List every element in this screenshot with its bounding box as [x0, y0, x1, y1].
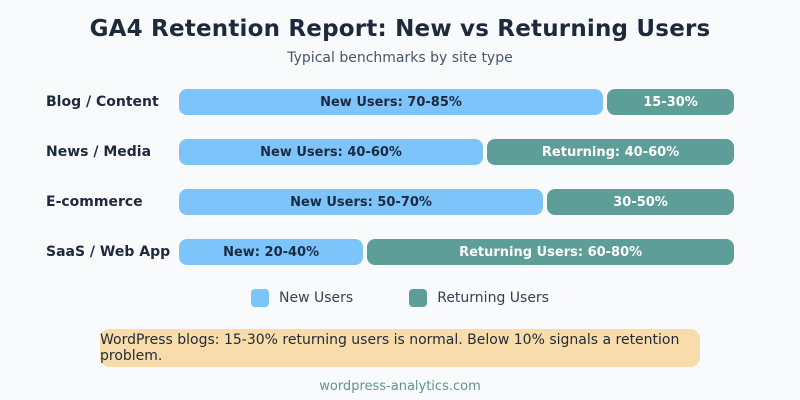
returning-users-swatch-icon — [409, 289, 428, 307]
bar-segment-new-users: New Users: 40-60% — [179, 139, 484, 165]
callout-note: WordPress blogs: 15-30% returning users … — [100, 329, 700, 367]
legend-item-new-users: New Users — [251, 289, 353, 307]
chart-row: E-commerce New Users: 50-70% 30-50% — [46, 189, 734, 215]
bar-segment-returning-users: Returning Users: 60-80% — [367, 239, 734, 265]
callout-note-text: WordPress blogs: 15-30% returning users … — [100, 332, 680, 364]
bar-segment-new-users: New Users: 50-70% — [179, 189, 544, 215]
chart-row: SaaS / Web App New: 20-40% Returning Use… — [46, 239, 734, 265]
chart-row: Blog / Content New Users: 70-85% 15-30% — [46, 89, 734, 115]
legend-item-returning-users: Returning Users — [409, 289, 549, 307]
category-label: Blog / Content — [46, 94, 159, 110]
footer-site-url: wordpress-analytics.com — [319, 379, 481, 394]
legend-label-returning-users: Returning Users — [437, 290, 549, 306]
bar-segment-returning-users: Returning: 40-60% — [487, 139, 734, 165]
chart-row: News / Media New Users: 40-60% Returning… — [46, 139, 734, 165]
bar-track: New Users: 40-60% Returning: 40-60% — [179, 139, 734, 165]
page-subtitle: Typical benchmarks by site type — [287, 50, 513, 66]
chart-rows: Blog / Content New Users: 70-85% 15-30% … — [46, 89, 734, 265]
category-label: News / Media — [46, 144, 152, 160]
bar-track: New: 20-40% Returning Users: 60-80% — [179, 239, 734, 265]
bar-track: New Users: 50-70% 30-50% — [179, 189, 734, 215]
bar-segment-returning-users: 30-50% — [547, 189, 734, 215]
new-users-swatch-icon — [251, 289, 270, 307]
category-label: E-commerce — [46, 194, 143, 210]
bar-segment-new-users: New: 20-40% — [179, 239, 364, 265]
bar-segment-new-users: New Users: 70-85% — [179, 89, 604, 115]
legend-label-new-users: New Users — [279, 290, 354, 306]
bar-track: New Users: 70-85% 15-30% — [179, 89, 734, 115]
bar-segment-returning-users: 15-30% — [607, 89, 734, 115]
page-title: GA4 Retention Report: New vs Returning U… — [89, 16, 711, 42]
chart-legend: New Users Returning Users — [0, 289, 800, 307]
category-label: SaaS / Web App — [46, 244, 171, 260]
